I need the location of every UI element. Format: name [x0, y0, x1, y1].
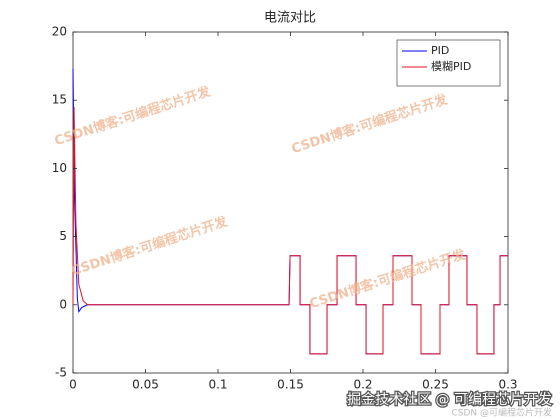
y-tick-label: 20 [52, 25, 67, 39]
y-tick-label: 0 [59, 297, 67, 311]
line-series [72, 107, 508, 355]
footer-small: CSDN @可编程芯片开发 [451, 407, 552, 419]
y-tick-label: -5 [55, 366, 67, 380]
x-tick-label: 0.05 [132, 378, 159, 392]
y-tick-label: 5 [59, 229, 67, 243]
chart-title: 电流对比 [264, 11, 316, 26]
x-tick-label: 0.3 [498, 378, 517, 392]
x-tick-label: 0.1 [208, 378, 227, 392]
legend-box [396, 39, 501, 87]
legend: PID 模糊PID [396, 39, 501, 87]
y-tick-label: 15 [52, 93, 67, 107]
legend-label: 模糊PID [431, 59, 471, 73]
legend-label: PID [431, 44, 449, 57]
x-tick-label: 0 [69, 378, 77, 392]
plot [72, 68, 508, 355]
y-tick-label: 10 [52, 161, 67, 175]
footer-watermark: 掘金技术社区 @ 可编程芯片开发 [347, 392, 552, 408]
x-tick-label: 0.25 [422, 378, 449, 392]
plot-area [72, 31, 509, 374]
x-tick-label: 0.2 [353, 378, 372, 392]
x-tick-label: 0.15 [277, 378, 304, 392]
